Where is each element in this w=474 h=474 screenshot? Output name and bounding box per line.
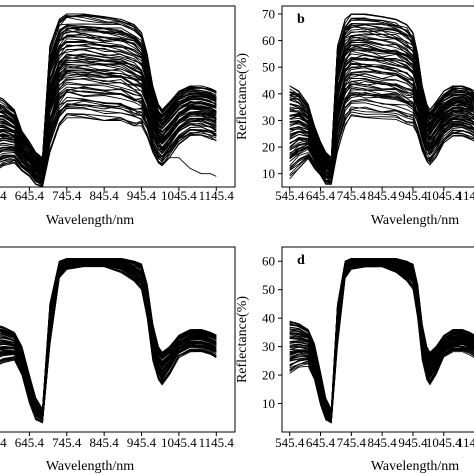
x-tick-label: 845.4 (368, 435, 398, 450)
x-tick-label: 545.4 (0, 435, 7, 450)
spectrum-line (0, 100, 217, 184)
x-tick-label: 1045.4 (161, 188, 197, 203)
spectrum-line (289, 73, 474, 175)
x-tick-label: 945.4 (127, 435, 157, 450)
y-tick-label: 60 (262, 254, 275, 269)
spectrum-line (0, 32, 217, 165)
x-tick-label: 845.4 (90, 188, 120, 203)
spectrum-line (289, 100, 474, 182)
y-tick-label: 30 (262, 339, 275, 354)
spectrum-line (289, 115, 474, 185)
x-tick-label: 645.4 (15, 188, 45, 203)
x-tick-label: 1145.4 (199, 188, 235, 203)
spectrum-line (289, 60, 474, 172)
x-axis-label: Wavelength/nm (46, 459, 134, 474)
plot-frame (281, 5, 474, 188)
plot-frame (0, 246, 236, 433)
x-tick-label: 1145.4 (199, 435, 235, 450)
spectrum-line (289, 13, 474, 159)
y-tick-label: 50 (262, 282, 275, 297)
y-tick-label: 70 (262, 6, 275, 21)
spectrum-line (0, 24, 217, 161)
plot-frame (0, 5, 236, 188)
y-tick-label: 50 (262, 60, 275, 75)
spectrum-outlier-line (0, 117, 217, 188)
y-tick-label: 40 (262, 86, 275, 101)
y-tick-label: 10 (262, 396, 275, 411)
x-tick-label: 1045.4 (426, 188, 462, 203)
spectrum-line (289, 24, 474, 161)
spectrum-line (0, 257, 217, 410)
x-tick-label: 545.4 (0, 188, 7, 203)
spectrum-line (0, 266, 217, 424)
spectra-group (0, 257, 217, 424)
spectrum-line (0, 105, 217, 185)
x-tick-label: 845.4 (368, 188, 398, 203)
panel-letter: d (297, 253, 305, 268)
y-tick-label: 40 (262, 311, 275, 326)
spectrum-line (289, 91, 474, 179)
x-tick-label: 645.4 (306, 435, 336, 450)
spectrum-line (0, 13, 217, 159)
y-axis-label: Reflectance(%) (235, 296, 250, 383)
x-tick-label: 1145.4 (457, 188, 474, 203)
x-tick-label: 1045.4 (161, 435, 197, 450)
spectrum-line (289, 37, 474, 165)
x-axis-label: Wavelength/nm (46, 213, 134, 228)
y-tick-label: 60 (262, 33, 275, 48)
spectra-group (0, 13, 217, 188)
x-tick-label: 1145.4 (457, 435, 474, 450)
x-tick-label: 945.4 (398, 188, 428, 203)
x-tick-label: 1045.4 (426, 435, 462, 450)
y-axis-label: Reflectance(%) (235, 53, 250, 140)
spectrum-line (289, 44, 474, 168)
spectrum-line (0, 69, 217, 175)
x-tick-label: 645.4 (15, 435, 45, 450)
x-tick-label: 845.4 (90, 435, 120, 450)
spectra-group (289, 13, 474, 185)
spectrum-line (0, 43, 217, 167)
y-tick-label: 10 (262, 166, 275, 181)
spectrum-line (0, 96, 217, 183)
spectrum-line (0, 27, 217, 164)
plot-frame (281, 246, 474, 433)
x-tick-label: 545.4 (275, 435, 305, 450)
spectrum-line (0, 85, 217, 180)
x-tick-label: 745.4 (337, 435, 367, 450)
spectrum-line (0, 81, 217, 178)
spectrum-line (0, 265, 217, 423)
x-tick-label: 545.4 (275, 188, 305, 203)
y-tick-label: 20 (262, 140, 275, 155)
spectrum-line (0, 54, 217, 170)
x-tick-label: 745.4 (52, 435, 82, 450)
y-tick-label: 30 (262, 113, 275, 128)
x-axis-label: Wavelength/nm (371, 213, 459, 228)
panel-letter: b (297, 12, 305, 27)
spectrum-line (289, 264, 474, 422)
y-tick-label: 20 (262, 368, 275, 383)
x-axis-label: Wavelength/nm (371, 459, 459, 474)
x-tick-label: 945.4 (127, 188, 157, 203)
spectrum-line (289, 50, 474, 169)
x-tick-label: 745.4 (52, 188, 82, 203)
x-tick-label: 745.4 (337, 188, 367, 203)
spectrum-line (0, 36, 217, 165)
spectrum-line (289, 93, 474, 179)
x-tick-label: 645.4 (306, 188, 336, 203)
x-tick-label: 945.4 (398, 435, 428, 450)
spectra-group (289, 257, 474, 424)
spectrum-line (289, 18, 474, 161)
spectrum-line (289, 102, 474, 181)
spectrum-line (289, 257, 474, 411)
